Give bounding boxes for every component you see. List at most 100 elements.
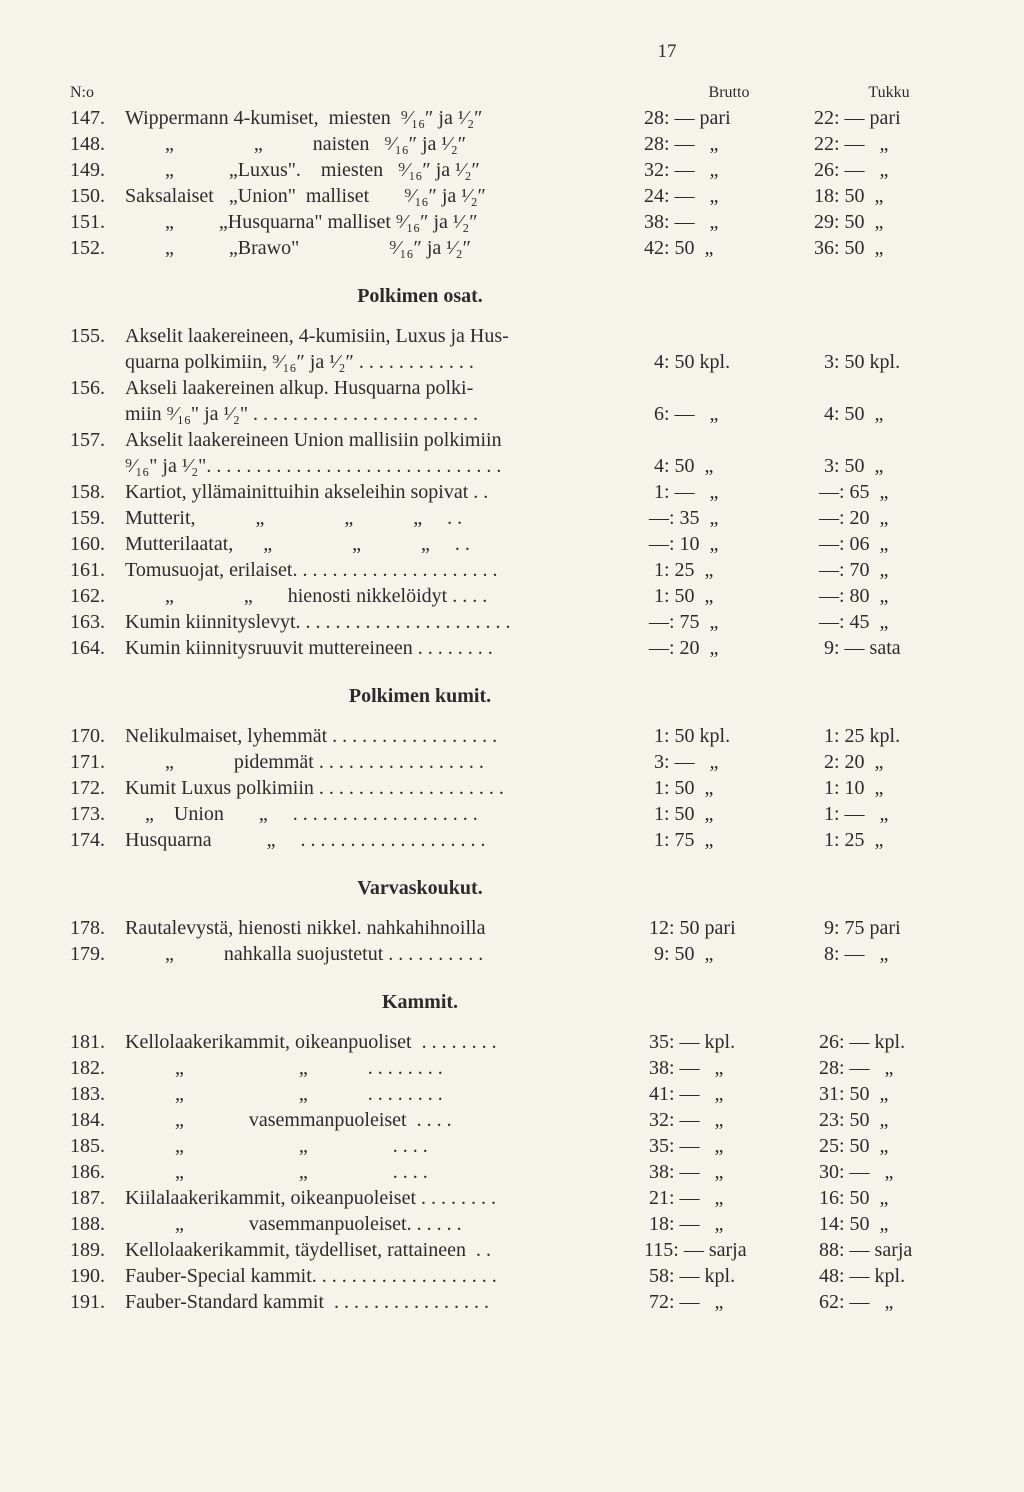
price-row: 178.Rautalevystä, hienosti nikkel. nahka… xyxy=(70,915,964,941)
column-headers: N:o Brutto Tukku xyxy=(70,83,964,104)
brutto-price: 1: 75 „ xyxy=(644,827,814,853)
item-description: „ vasemmanpuoleiset. . . . . . xyxy=(125,1211,644,1237)
item-number: 148. xyxy=(70,131,125,157)
item-description: Mutterilaatat, „ „ „ . . xyxy=(125,531,644,557)
item-description: „ nahkalla suojustetut . . . . . . . . .… xyxy=(125,941,644,967)
item-number: 172. xyxy=(70,775,125,801)
price-row: 151. „ „Husquarna" malliset ⁹⁄₁₆″ ja ¹⁄₂… xyxy=(70,209,964,235)
brutto-price: 32: — „ xyxy=(644,157,814,183)
brutto-price: 38: — „ xyxy=(644,1055,814,1081)
price-row: 157.Akselit laakereineen Union mallisiin… xyxy=(70,427,964,453)
item-number: 171. xyxy=(70,749,125,775)
tukku-price: 3: 50 „ xyxy=(814,453,964,479)
brutto-price: 41: — „ xyxy=(644,1081,814,1107)
item-number: 191. xyxy=(70,1289,125,1315)
tukku-price: 29: 50 „ xyxy=(814,209,964,235)
item-description: „ „Brawo" ⁹⁄₁₆″ ja ¹⁄₂″ xyxy=(125,235,644,261)
tukku-price: 2: 20 „ xyxy=(814,749,964,775)
header-no: N:o xyxy=(70,83,125,104)
brutto-price: 18: — „ xyxy=(644,1211,814,1237)
price-row: 147.Wippermann 4-kumiset, miesten ⁹⁄₁₆″ … xyxy=(70,105,964,131)
tukku-price: 18: 50 „ xyxy=(814,183,964,209)
item-description: „ vasemmanpuoleiset . . . . xyxy=(125,1107,644,1133)
tukku-price: 8: — „ xyxy=(814,941,964,967)
item-number: 160. xyxy=(70,531,125,557)
item-description: Fauber-Standard kammit . . . . . . . . .… xyxy=(125,1289,644,1315)
tukku-price: 16: 50 „ xyxy=(814,1185,964,1211)
header-brutto: Brutto xyxy=(644,83,814,104)
item-number: 179. xyxy=(70,941,125,967)
item-number: 162. xyxy=(70,583,125,609)
tukku-price: 36: 50 „ xyxy=(814,235,964,261)
section-varvaskoukut: 178.Rautalevystä, hienosti nikkel. nahka… xyxy=(70,915,964,967)
brutto-price: 28: — pari xyxy=(644,105,814,131)
price-row: 189.Kellolaakerikammit, täydelliset, rat… xyxy=(70,1237,964,1263)
brutto-price: 4: 50 „ xyxy=(644,453,814,479)
brutto-price: 35: — „ xyxy=(644,1133,814,1159)
price-row: 179. „ nahkalla suojustetut . . . . . . … xyxy=(70,941,964,967)
brutto-price: —: 20 „ xyxy=(644,635,814,661)
item-description: Husquarna „ . . . . . . . . . . . . . . … xyxy=(125,827,644,853)
price-row: 172.Kumit Luxus polkimiin . . . . . . . … xyxy=(70,775,964,801)
tukku-price: —: 45 „ xyxy=(814,609,964,635)
item-description: Kumin kiinnitysruuvit muttereineen . . .… xyxy=(125,635,644,661)
brutto-price: —: 10 „ xyxy=(644,531,814,557)
tukku-price: 25: 50 „ xyxy=(814,1133,964,1159)
price-row: 186. „ „ . . . . 38: — „ 30: — „ xyxy=(70,1159,964,1185)
item-number: 157. xyxy=(70,427,125,453)
brutto-price: 6: — „ xyxy=(644,401,814,427)
item-description: Kellolaakerikammit, täydelliset, rattain… xyxy=(125,1237,644,1263)
item-number: 186. xyxy=(70,1159,125,1185)
tukku-price: 31: 50 „ xyxy=(814,1081,964,1107)
section-top: 147.Wippermann 4-kumiset, miesten ⁹⁄₁₆″ … xyxy=(70,105,964,261)
price-row: 156.Akseli laakereinen alkup. Husquarna … xyxy=(70,375,964,401)
section-kammit: 181.Kellolaakerikammit, oikeanpuoliset .… xyxy=(70,1029,964,1315)
item-number: 190. xyxy=(70,1263,125,1289)
brutto-price: 1: 50 „ xyxy=(644,583,814,609)
item-number: 178. xyxy=(70,915,125,941)
tukku-price: 1: — „ xyxy=(814,801,964,827)
price-row: 148. „ „ naisten ⁹⁄₁₆″ ja ¹⁄₂″28: — „22:… xyxy=(70,131,964,157)
item-number: 158. xyxy=(70,479,125,505)
item-description: Kartiot, yllämainittuihin akseleihin sop… xyxy=(125,479,644,505)
price-row: 173. „ Union „ . . . . . . . . . . . . .… xyxy=(70,801,964,827)
price-row: 161.Tomusuojat, erilaiset. . . . . . . .… xyxy=(70,557,964,583)
tukku-price: 3: 50 kpl. xyxy=(814,349,964,375)
item-number: 150. xyxy=(70,183,125,209)
brutto-price: 24: — „ xyxy=(644,183,814,209)
item-description: „ „ . . . . xyxy=(125,1133,644,1159)
tukku-price: 26: — kpl. xyxy=(814,1029,964,1055)
price-row: 191.Fauber-Standard kammit . . . . . . .… xyxy=(70,1289,964,1315)
item-number: 189. xyxy=(70,1237,125,1263)
item-description: „ „Luxus". miesten ⁹⁄₁₆″ ja ¹⁄₂″ xyxy=(125,157,644,183)
brutto-price: 3: — „ xyxy=(644,749,814,775)
tukku-price: 28: — „ xyxy=(814,1055,964,1081)
item-description: Kumit Luxus polkimiin . . . . . . . . . … xyxy=(125,775,644,801)
price-row: 187.Kiilalaakerikammit, oikeanpuoleiset … xyxy=(70,1185,964,1211)
item-number: 164. xyxy=(70,635,125,661)
item-description: Saksalaiset „Union" malliset ⁹⁄₁₆″ ja ¹⁄… xyxy=(125,183,644,209)
item-number: 161. xyxy=(70,557,125,583)
price-row: 184. „ vasemmanpuoleiset . . . . 32: — „… xyxy=(70,1107,964,1133)
item-description: Akseli laakereinen alkup. Husquarna polk… xyxy=(125,375,644,401)
brutto-price: 12: 50 pari xyxy=(644,915,814,941)
section-polkimen-osat: 155.Akselit laakereineen, 4-kumisiin, Lu… xyxy=(70,323,964,661)
item-number: 181. xyxy=(70,1029,125,1055)
tukku-price: 88: — sarja xyxy=(814,1237,964,1263)
tukku-price: —: 65 „ xyxy=(814,479,964,505)
item-number: 183. xyxy=(70,1081,125,1107)
item-description: „ „ hienosti nikkelöidyt . . . . xyxy=(125,583,644,609)
item-number: 151. xyxy=(70,209,125,235)
item-description: quarna polkimiin, ⁹⁄₁₆″ ja ¹⁄₂″ . . . . … xyxy=(125,349,644,375)
item-number: 174. xyxy=(70,827,125,853)
item-number: 159. xyxy=(70,505,125,531)
item-description: Mutterit, „ „ „ . . xyxy=(125,505,644,531)
item-number: 182. xyxy=(70,1055,125,1081)
section-title: Varvaskoukut. xyxy=(270,875,570,901)
item-number: 184. xyxy=(70,1107,125,1133)
brutto-price: 72: — „ xyxy=(644,1289,814,1315)
tukku-price: 4: 50 „ xyxy=(814,401,964,427)
item-description: Akselit laakereineen, 4-kumisiin, Luxus … xyxy=(125,323,644,349)
brutto-price: 38: — „ xyxy=(644,1159,814,1185)
tukku-price: —: 06 „ xyxy=(814,531,964,557)
